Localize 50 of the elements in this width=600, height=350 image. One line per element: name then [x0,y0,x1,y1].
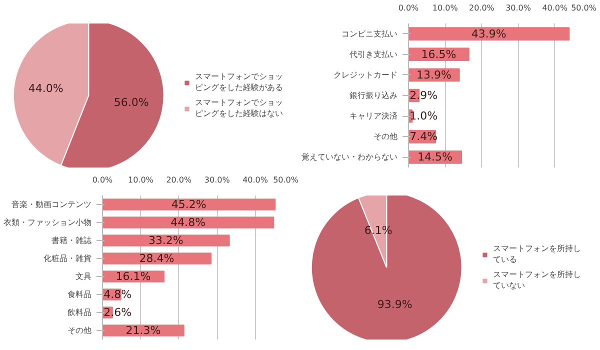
bar [102,234,230,246]
data-label: 93.9% [377,298,412,312]
y-tick-label: 飲料品 [68,308,92,317]
data-label: 28.4% [139,252,174,265]
x-tick-label: 0.0% [398,4,420,12]
legend-label: スマートフォンを所持している [493,243,581,265]
bar [102,198,276,210]
data-label: 16.5% [421,48,456,61]
y-tick-label: 銀行振り込み [350,91,398,100]
data-label: 13.9% [416,68,452,82]
data-label: 6.1% [364,224,392,237]
y-tick-label: 覚えていない・わからない [302,152,398,162]
bar [102,216,274,228]
y-tick-label: その他 [374,132,398,142]
x-tick-label: 30.0% [506,4,532,12]
legend-label: スマートフォンを所持していない [493,269,581,291]
y-tick-label: クレジットカード [334,70,398,80]
y-tick-label: 代引き支払い [348,50,398,59]
y-tick-label: 文具 [76,272,92,281]
legend-label: スマートフォンでショッピングをした経験はない [195,97,283,119]
y-tick-label: 書籍・雑誌 [52,236,92,245]
data-label: 43.9% [471,27,506,40]
data-label: 21.3% [126,324,161,337]
data-label: 56.0% [114,96,149,110]
data-label: 44.8% [170,216,206,229]
x-tick-label: 0.0% [92,176,114,184]
bar [102,252,212,264]
data-label: 16.1% [116,270,151,283]
data-label: 45.2% [171,198,206,211]
legend-label: スマートフォンでショッピングをした経験がある [195,71,283,93]
x-tick-label: 30.0% [204,176,230,184]
data-label: 44.0% [28,82,64,95]
y-tick-label: 食料品 [68,290,92,299]
data-label: 33.2% [148,234,184,247]
data-label: 14.5% [418,150,453,164]
x-tick-label: 50.0% [571,4,597,12]
y-tick-label: キャリア決済 [350,112,398,121]
x-tick-label: 40.0% [542,4,568,12]
y-tick-label: 化粧品・雑貨 [44,254,92,263]
y-tick-label: その他 [68,326,92,335]
x-tick-label: 10.0% [432,4,458,12]
x-tick-label: 20.0% [468,4,495,12]
y-tick-label: コンビニ支払い [342,29,398,38]
y-tick-label: 衣類・ファッション小物 [4,218,92,227]
bar [408,27,570,40]
x-tick-label: 20.0% [166,176,192,184]
y-tick-label: 音楽・動画コンテンツ [12,200,92,209]
x-tick-label: 10.0% [128,176,154,184]
x-tick-label: 40.0% [242,176,268,184]
x-tick-label: 50.0% [273,176,299,184]
